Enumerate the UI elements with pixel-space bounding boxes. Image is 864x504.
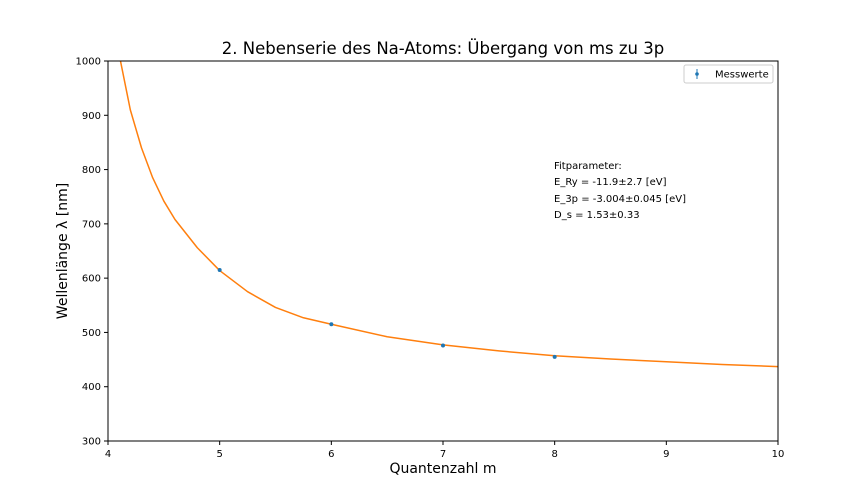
x-tick-label: 4 [105,449,111,460]
y-tick-label: 800 [82,165,101,176]
fit-curve [119,61,778,368]
legend-marker-symbol [695,72,699,76]
annotation-line: D_s = 1.53±0.33 [554,210,640,221]
annotation-line: E_Ry = -11.9±2.7 [eV] [554,177,667,188]
data-point [217,268,222,272]
x-tick-label: 8 [551,449,557,460]
x-axis-title: Quantenzahl m [389,461,496,477]
y-tick-label: 700 [82,219,101,230]
data-points-layer [217,268,557,359]
y-tick-label: 500 [82,328,101,339]
x-tick-label: 5 [216,449,222,460]
annotation-line: Fitparameter: [554,161,622,172]
data-point [329,322,334,327]
fit-parameters-annotation: Fitparameter: E_Ry = -11.9±2.7 [eV] E_3p… [554,161,686,221]
y-tick-label: 1000 [76,57,101,68]
y-axis-title: Wellenlänge λ [nm] [55,183,71,319]
y-tick-label: 600 [82,274,101,285]
y-axis: 300 400 500 600 700 800 900 1000 [76,57,108,448]
plot-area [108,61,778,441]
x-axis: 4 5 6 7 8 9 10 [105,441,785,460]
annotation-line: E_3p = -3.004±0.045 [eV] [554,194,686,205]
y-tick-label: 300 [82,437,101,448]
chart-title: 2. Nebenserie des Na-Atoms: Übergang von… [222,39,664,58]
data-point [441,343,445,348]
fit-curve-layer [119,61,778,368]
x-tick-label: 6 [328,449,334,460]
y-tick-label: 400 [82,382,101,393]
legend-label-messwerte: Messwerte [715,70,769,81]
x-tick-label: 7 [440,449,446,460]
x-tick-label: 9 [663,449,669,460]
legend-box [683,64,774,84]
x-tick-label: 10 [772,449,785,460]
legend: Messwerte [683,64,774,84]
data-point [552,354,557,359]
y-tick-label: 900 [82,111,101,122]
